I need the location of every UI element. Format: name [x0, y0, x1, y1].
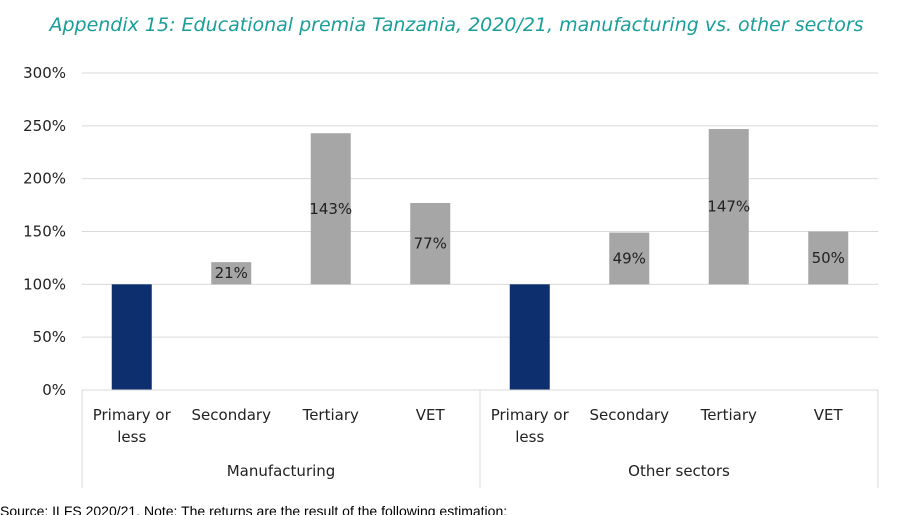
bar: [111, 284, 152, 390]
source-note: Source: ILFS 2020/21. Note: The returns …: [0, 503, 508, 515]
chart-title: Appendix 15: Educational premia Tanzania…: [49, 14, 864, 36]
bar: [509, 284, 550, 390]
group-label: Manufacturing: [227, 462, 336, 480]
data-label: 147%: [707, 198, 750, 216]
y-tick-label: 100%: [23, 275, 66, 293]
y-tick-label: 50%: [33, 328, 66, 346]
x-tick-label: Secondary: [590, 406, 670, 424]
data-label: 21%: [215, 264, 248, 282]
group-label: Other sectors: [628, 462, 730, 480]
x-tick-label: Tertiary: [302, 406, 359, 424]
x-tick-label: Tertiary: [700, 406, 757, 424]
x-tick-label: Secondary: [192, 406, 272, 424]
bar: [410, 202, 451, 285]
data-label: 143%: [309, 200, 352, 218]
data-label: 77%: [414, 235, 447, 253]
bar: [211, 262, 252, 285]
x-tick-label: Primary or: [93, 406, 172, 424]
bar: [310, 133, 351, 285]
data-label: 50%: [812, 249, 845, 267]
x-tick-label: Primary or: [491, 406, 570, 424]
x-tick-label: VET: [416, 406, 446, 424]
gridlines: [82, 72, 878, 338]
x-tick-label: VET: [814, 406, 844, 424]
bar: [609, 232, 650, 285]
y-tick-label: 200%: [23, 170, 66, 188]
axes: 0% 50% 100% 150% 200% 250% 300% Primary or less S…: [23, 64, 879, 488]
data-label: 49%: [613, 249, 646, 267]
x-tick-label: less: [515, 428, 544, 446]
y-tick-label: 150%: [23, 223, 66, 241]
y-tick-label: 0%: [42, 381, 66, 399]
x-tick-label: less: [117, 428, 146, 446]
y-tick-label: 300%: [23, 64, 66, 82]
bar: [708, 129, 749, 285]
y-tick-label: 250%: [23, 117, 66, 135]
bars: 21% 143% 77% 49% 147% 50%: [111, 129, 849, 390]
bar: [808, 231, 849, 285]
